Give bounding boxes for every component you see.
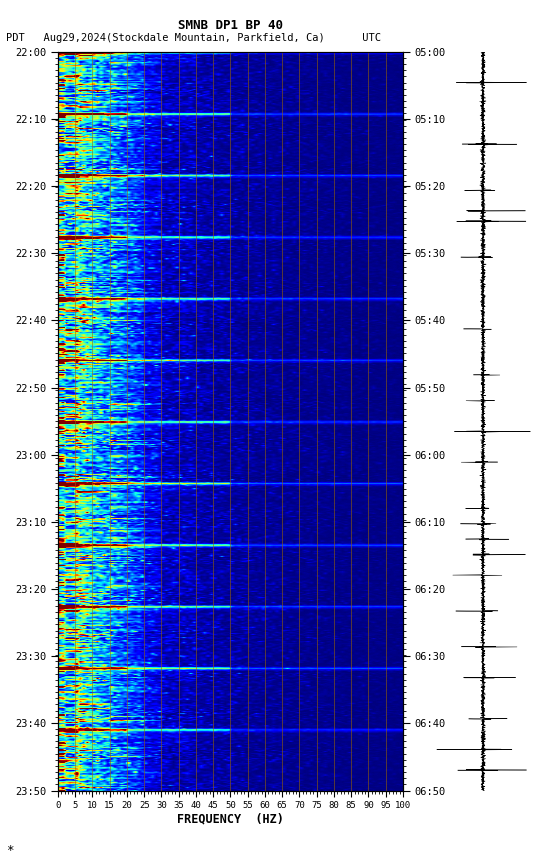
Text: SMNB DP1 BP 40: SMNB DP1 BP 40 bbox=[178, 19, 283, 32]
Text: *: * bbox=[6, 843, 13, 856]
X-axis label: FREQUENCY  (HZ): FREQUENCY (HZ) bbox=[177, 813, 284, 826]
Text: PDT   Aug29,2024(Stockdale Mountain, Parkfield, Ca)      UTC: PDT Aug29,2024(Stockdale Mountain, Parkf… bbox=[6, 33, 380, 43]
